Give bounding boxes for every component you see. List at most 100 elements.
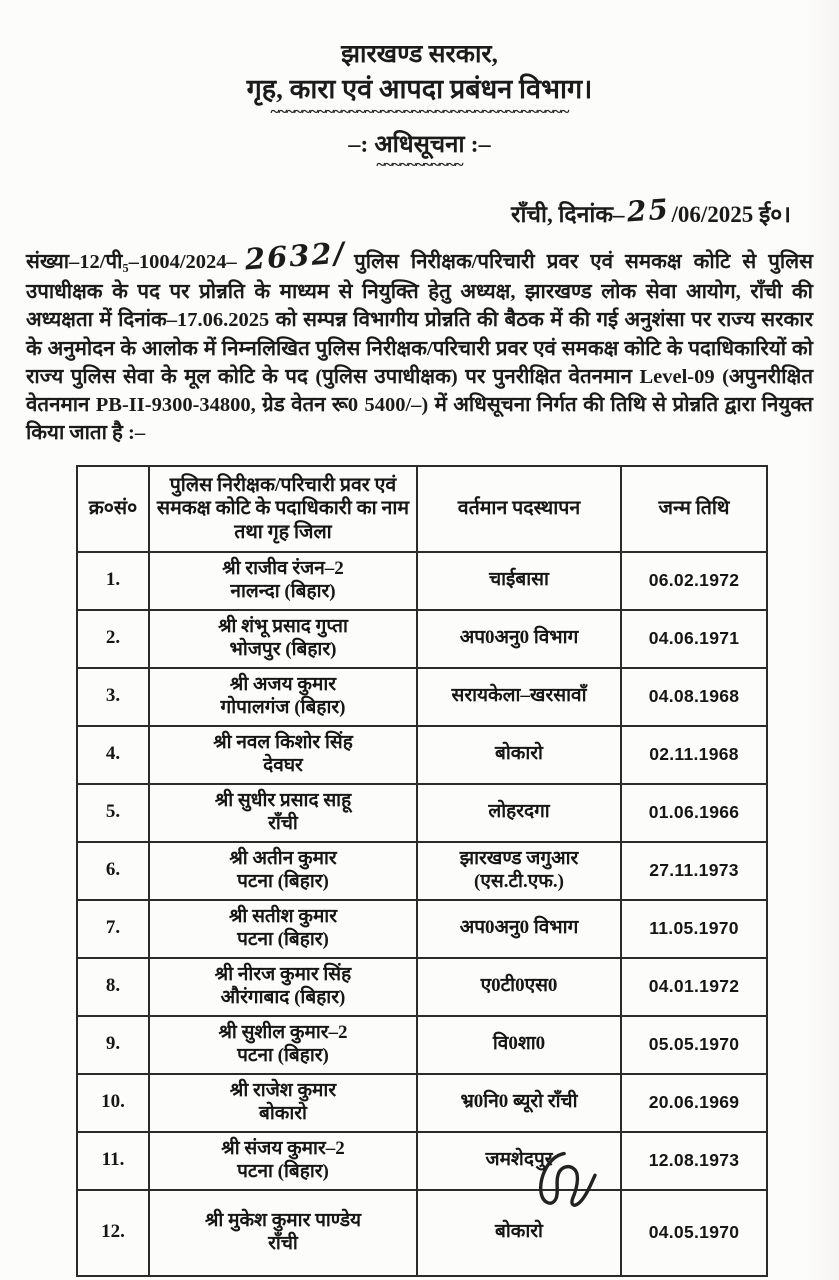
- place-date-prefix: राँची, दिनांक–: [511, 201, 625, 227]
- name-cell: श्री राजेश कुमार बोकारो: [148, 1072, 418, 1133]
- serial-cell: 10.: [76, 1072, 150, 1133]
- name-cell: श्री सुशील कुमार–2 पटना (बिहार): [148, 1014, 418, 1075]
- name-cell: श्री सतीश कुमार पटना (बिहार): [148, 898, 418, 959]
- dob-cell: 06.02.1972: [620, 550, 768, 611]
- officer-name: श्री मुकेश कुमार पाण्डेय: [204, 1210, 362, 1232]
- handwritten-initial-icon: [539, 1151, 597, 1207]
- home-district: नालन्दा (बिहार): [230, 580, 336, 602]
- officer-name: श्री राजेश कुमार: [229, 1080, 337, 1102]
- posting-cell: बोकारो: [416, 724, 622, 785]
- dob-cell: 04.06.1971: [620, 608, 768, 669]
- home-district: पटना (बिहार): [237, 1044, 329, 1066]
- home-district: बोकारो: [259, 1102, 307, 1124]
- table-row: 11. श्री संजय कुमार–2 पटना (बिहार) जमशेदपुर…: [76, 1130, 768, 1191]
- name-cell: श्री सुधीर प्रसाद साहू राँची: [148, 782, 418, 843]
- government-title: झारखण्ड सरकार,: [341, 41, 498, 68]
- table-header-row: क्र०सं० पुलिस निरीक्षक/परिचारी प्रवर एवं…: [76, 464, 768, 553]
- place-dateline: राँची, दिनांक–25/06/2025 ई०।: [0, 192, 839, 229]
- table-row: 5. श्री सुधीर प्रसाद साहू राँची लोहरदगा 01.0…: [76, 782, 768, 843]
- serial-cell: 1.: [76, 550, 150, 611]
- dob-cell: 20.06.1969: [620, 1072, 768, 1133]
- home-district: पटना (बिहार): [237, 928, 329, 950]
- dob-cell: 02.11.1968: [620, 724, 768, 785]
- table-row: 10. श्री राजेश कुमार बोकारो भ्र0नि0 ब्यूरो …: [76, 1072, 768, 1133]
- name-cell: श्री राजीव रंजन–2 नालन्दा (बिहार): [148, 550, 418, 611]
- serial-cell: 4.: [76, 724, 150, 785]
- name-cell: श्री मुकेश कुमार पाण्डेय राँची: [148, 1188, 418, 1277]
- officer-name: श्री राजीव रंजन–2: [222, 558, 344, 580]
- squiggle-underline-long: ~~~~~~~~~~~~~~~~~~~~~~~~~~~~~~~~~~~~~~: [270, 107, 570, 118]
- officer-name: श्री सुशील कुमार–2: [218, 1022, 348, 1044]
- home-district: गोपालगंज (बिहार): [220, 696, 346, 718]
- officer-name: श्री शंभू प्रसाद गुप्ता: [218, 616, 348, 638]
- posting-cell: भ्र0नि0 ब्यूरो राँची: [416, 1072, 622, 1133]
- officer-name: श्री सुधीर प्रसाद साहू: [214, 790, 352, 812]
- officer-name: श्री नीरज कुमार सिंह: [214, 964, 352, 986]
- posting-cell: अप0अनु0 विभाग: [416, 898, 622, 959]
- table-row: 8. श्री नीरज कुमार सिंह औरंगाबाद (बिहार) ए0…: [76, 956, 768, 1017]
- name-cell: श्री अतीन कुमार पटना (बिहार): [148, 840, 418, 901]
- posting-cell: सरायकेला–खरसावाँ: [416, 666, 622, 727]
- table-row: 2. श्री शंभू प्रसाद गुप्ता भोजपुर (बिहार) अ…: [76, 608, 768, 669]
- department-title: गृह, कारा एवं आपदा प्रबंधन विभाग।: [246, 73, 593, 104]
- name-cell: श्री संजय कुमार–2 पटना (बिहार): [148, 1130, 418, 1191]
- posting-cell: जमशेदपुर: [416, 1130, 622, 1191]
- handwritten-day: 25: [625, 192, 671, 229]
- officer-name: श्री अतीन कुमार: [229, 848, 337, 870]
- home-district: पटना (बिहार): [237, 870, 329, 892]
- dob-cell: 04.05.1970: [620, 1188, 768, 1277]
- table-body: 1. श्री राजीव रंजन–2 नालन्दा (बिहार) चाईबास…: [76, 550, 768, 1277]
- posting-cell: झारखण्ड जगुआर (एस.टी.एफ.): [416, 840, 622, 901]
- home-district: भोजपुर (बिहार): [229, 638, 337, 660]
- notification-body: संख्या–12/पी₅–1004/2024– 2632/पुलिस निरीक…: [26, 235, 813, 447]
- dob-cell: 27.11.1973: [620, 840, 768, 901]
- table-header: क्र०सं० पुलिस निरीक्षक/परिचारी प्रवर एवं…: [76, 464, 768, 553]
- name-cell: श्री शंभू प्रसाद गुप्ता भोजपुर (बिहार): [148, 608, 418, 669]
- dob-cell: 04.01.1972: [620, 956, 768, 1017]
- squiggle-underline-short: ~~~~~~~~~~~: [376, 159, 463, 170]
- document-header: झारखण्ड सरकार, गृह, कारा एवं आपदा प्रबंध…: [0, 0, 839, 170]
- place-date-suffix: /06/2025 ई०।: [671, 201, 791, 227]
- officer-name: श्री नवल किशोर सिंह: [213, 732, 353, 754]
- header-dob: जन्म तिथि: [620, 464, 768, 553]
- home-district: राँची: [268, 1232, 298, 1254]
- serial-cell: 9.: [76, 1014, 150, 1075]
- serial-cell: 11.: [76, 1130, 150, 1191]
- body-paragraph: पुलिस निरीक्षक/परिचारी प्रवर एवं समकक्ष …: [26, 250, 813, 444]
- name-cell: श्री अजय कुमार गोपालगंज (बिहार): [148, 666, 418, 727]
- posting-cell: वि0शा0: [416, 1014, 622, 1075]
- serial-cell: 7.: [76, 898, 150, 959]
- dob-cell: 12.08.1973: [620, 1130, 768, 1191]
- posting-cell: अप0अनु0 विभाग: [416, 608, 622, 669]
- dob-cell: 05.05.1970: [620, 1014, 768, 1075]
- header-current-posting: वर्तमान पदस्थापन: [416, 464, 622, 553]
- home-district: राँची: [268, 812, 298, 834]
- table-row: 1. श्री राजीव रंजन–2 नालन्दा (बिहार) चाईबास…: [76, 550, 768, 611]
- dob-cell: 04.08.1968: [620, 666, 768, 727]
- signature-mark: [526, 1144, 617, 1244]
- posting-cell: चाईबासा: [416, 550, 622, 611]
- serial-cell: 8.: [76, 956, 150, 1017]
- handwritten-dispatch-number: 2632/: [243, 235, 347, 277]
- serial-cell: 12.: [76, 1188, 150, 1277]
- officer-name: श्री संजय कुमार–2: [221, 1138, 345, 1160]
- header-serial: क्र०सं०: [76, 464, 150, 553]
- officer-name: श्री सतीश कुमार: [228, 906, 338, 928]
- officer-table-wrapper: क्र०सं० पुलिस निरीक्षक/परिचारी प्रवर एवं…: [76, 464, 839, 1277]
- home-district: औरंगाबाद (बिहार): [220, 986, 346, 1008]
- dob-cell: 11.05.1970: [620, 898, 768, 959]
- header-name-district: पुलिस निरीक्षक/परिचारी प्रवर एवं समकक्ष …: [148, 464, 418, 553]
- posting-cell: बोकारो: [416, 1188, 622, 1277]
- dob-cell: 01.06.1966: [620, 782, 768, 843]
- table-row: 12. श्री मुकेश कुमार पाण्डेय राँची बोकारो 04…: [76, 1188, 768, 1277]
- serial-cell: 2.: [76, 608, 150, 669]
- name-cell: श्री नीरज कुमार सिंह औरंगाबाद (बिहार): [148, 956, 418, 1017]
- promotion-roster-table: क्र०सं० पुलिस निरीक्षक/परिचारी प्रवर एवं…: [76, 464, 768, 1277]
- posting-cell: ए0टी0एस0: [416, 956, 622, 1017]
- table-row: 9. श्री सुशील कुमार–2 पटना (बिहार) वि0शा0 05…: [76, 1014, 768, 1075]
- table-row: 4. श्री नवल किशोर सिंह देवघर बोकारो 02.11.19…: [76, 724, 768, 785]
- posting-cell: लोहरदगा: [416, 782, 622, 843]
- name-cell: श्री नवल किशोर सिंह देवघर: [148, 724, 418, 785]
- serial-cell: 5.: [76, 782, 150, 843]
- serial-cell: 6.: [76, 840, 150, 901]
